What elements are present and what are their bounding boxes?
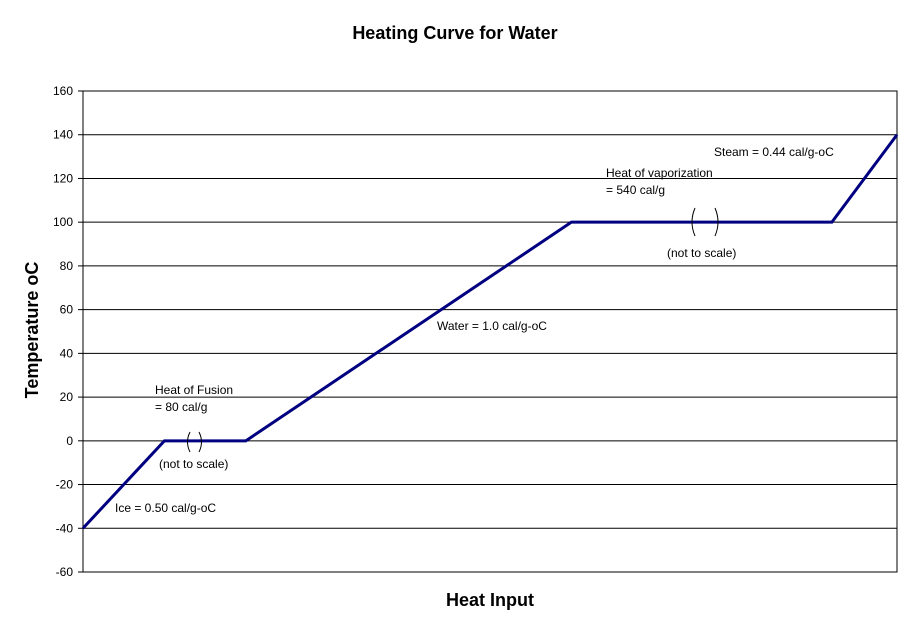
gridlines (78, 90, 897, 573)
y-tick-label: 160 (53, 84, 73, 98)
y-tick-label: 0 (66, 434, 73, 448)
annotation-fusion-note: (not to scale) (159, 457, 228, 471)
y-tick-labels: 160 140 120 100 80 60 40 20 0 -20 -40 -60 (53, 84, 73, 579)
y-tick-label: 20 (60, 390, 74, 404)
y-tick-label: 120 (53, 171, 73, 185)
x-axis-label: Heat Input (446, 590, 534, 610)
annotation-ice: Ice = 0.50 cal/g-oC (115, 501, 216, 515)
annotation-steam: Steam = 0.44 cal/g-oC (714, 145, 834, 159)
chart-title: Heating Curve for Water (352, 23, 557, 43)
annotation-vaporization-line2: = 540 cal/g (606, 183, 665, 197)
vaporization-bracket-right (714, 207, 719, 237)
y-tick-label: -40 (56, 521, 74, 535)
vaporization-bracket-left (691, 207, 696, 237)
y-tick-label: 100 (53, 215, 73, 229)
y-tick-label: -20 (56, 478, 74, 492)
y-tick-label: 140 (53, 128, 73, 142)
fusion-bracket-right (198, 431, 202, 453)
y-tick-label: 80 (60, 259, 74, 273)
annotation-fusion-line2: = 80 cal/g (155, 400, 207, 414)
y-tick-label: 40 (60, 346, 74, 360)
y-tick-label: 60 (60, 303, 74, 317)
annotation-water: Water = 1.0 cal/g-oC (437, 319, 547, 333)
y-axis-label: Temperature oC (22, 262, 42, 399)
annotation-fusion-line1: Heat of Fusion (155, 383, 233, 397)
annotation-vaporization-note: (not to scale) (667, 246, 736, 260)
heating-curve-line (81, 133, 899, 530)
fusion-bracket-left (187, 431, 191, 453)
plot-frame (82, 90, 898, 573)
annotation-vaporization-line1: Heat of vaporization (606, 166, 713, 180)
y-tick-label: -60 (56, 565, 74, 579)
